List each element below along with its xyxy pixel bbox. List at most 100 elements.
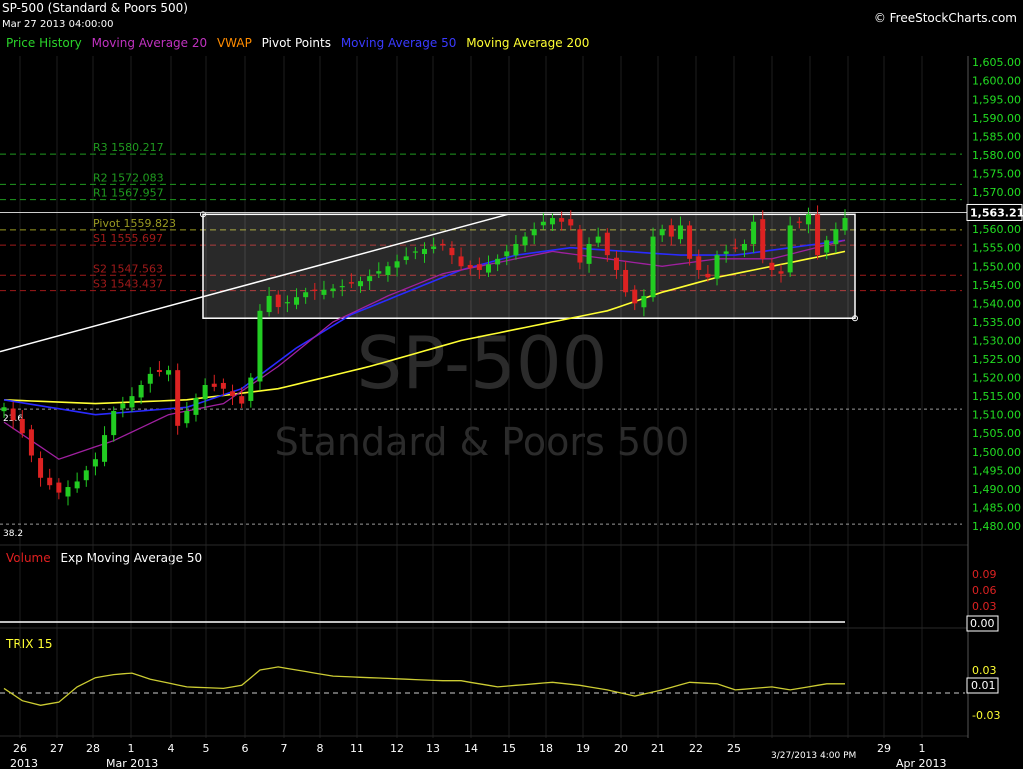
candle: [230, 384, 236, 406]
candle-body: [230, 391, 236, 397]
price-tick: 1,595.00: [972, 93, 1021, 106]
candle: [476, 257, 482, 279]
candle-body: [769, 262, 775, 270]
legend-ma50[interactable]: Moving Average 50: [340, 36, 457, 50]
candle-body: [833, 229, 839, 245]
candle-body: [385, 266, 391, 276]
candle-body: [641, 295, 647, 308]
candle: [56, 478, 62, 500]
candle-body: [330, 288, 336, 292]
price-tick: 1,570.00: [972, 186, 1021, 199]
volume-tick: 0.09: [972, 568, 997, 581]
price-tick: 1,550.00: [972, 260, 1021, 273]
candle-body: [184, 410, 190, 424]
price-tick: 1,510.00: [972, 409, 1021, 422]
candle: [175, 363, 181, 435]
candle: [394, 254, 400, 277]
candle-body: [842, 218, 848, 231]
volume-panel: 0.09 0.06 0.03 0.00: [0, 568, 999, 632]
pivot-label: Pivot 1559.823: [93, 217, 176, 230]
candle-body: [760, 219, 766, 259]
candle: [613, 251, 619, 279]
candle-body: [467, 264, 473, 269]
time-tick: 1: [128, 742, 135, 755]
candle-body: [38, 458, 44, 478]
volume-last-box: [966, 615, 999, 632]
candle: [540, 212, 546, 230]
candle-body: [412, 251, 418, 253]
candle-body: [65, 487, 71, 497]
legend-price-history[interactable]: Price History: [6, 36, 82, 50]
time-tick: 12: [390, 742, 404, 755]
candle-body: [595, 236, 601, 243]
candle-body: [714, 255, 720, 279]
candle-body: [248, 377, 254, 401]
trix-legend[interactable]: TRIX 15: [6, 637, 53, 651]
trix-last-label: 0.01: [971, 679, 996, 692]
candle: [760, 210, 766, 264]
candle: [220, 378, 226, 396]
candle-body: [650, 236, 656, 298]
candle-body: [138, 385, 144, 398]
volume-tick: 0.06: [972, 584, 997, 597]
candle: [129, 387, 135, 412]
volume-tick: 0.03: [972, 600, 997, 613]
candle-body: [741, 244, 747, 251]
candle: [120, 396, 126, 418]
candle: [38, 451, 44, 487]
candle: [696, 249, 702, 279]
candle: [705, 264, 711, 282]
legend-pivot-points[interactable]: Pivot Points: [261, 36, 331, 50]
time-tick: 20: [614, 742, 628, 755]
candle-body: [495, 258, 501, 265]
brand-label[interactable]: © FreeStockCharts.com: [873, 11, 1017, 25]
legend-ma20[interactable]: Moving Average 20: [91, 36, 208, 50]
candle-body: [778, 271, 784, 274]
candle-body: [531, 229, 537, 236]
price-channel: [0, 211, 968, 353]
month-label: Mar 2013: [106, 757, 158, 769]
price-tick: 1,580.00: [972, 149, 1021, 162]
candle-body: [723, 251, 729, 254]
time-tick: 22: [689, 742, 703, 755]
candle: [778, 264, 784, 283]
candle-body: [485, 264, 491, 273]
candle-body: [696, 256, 702, 270]
candle-body: [266, 295, 272, 313]
price-tick: 1,485.00: [972, 501, 1021, 514]
candle: [449, 241, 455, 265]
candle-body: [513, 244, 519, 256]
legend-vwap[interactable]: VWAP: [216, 36, 252, 50]
candle-body: [787, 225, 793, 273]
price-tick: 1,535.00: [972, 316, 1021, 329]
candle-body: [522, 236, 528, 246]
legend-ma200[interactable]: Moving Average 200: [466, 36, 590, 50]
candle-body: [358, 281, 364, 287]
pivot-label: S3 1543.437: [93, 278, 163, 291]
trix-line: [3, 666, 845, 706]
time-tick: 21: [651, 742, 665, 755]
candle: [787, 216, 793, 277]
candle: [92, 452, 98, 476]
trendline: [0, 213, 509, 353]
candle-body: [348, 282, 354, 284]
price-legend: Price History Moving Average 20 VWAP Piv…: [6, 36, 595, 50]
candle-body: [111, 410, 117, 436]
candle-body: [476, 264, 482, 270]
candle: [83, 465, 89, 487]
candle: [248, 373, 254, 408]
time-tick: 8: [317, 742, 324, 755]
channel-handle: [200, 211, 206, 218]
candle: [687, 220, 693, 266]
candle: [677, 216, 683, 244]
candle: [257, 304, 263, 391]
candle: [668, 218, 674, 246]
candle-body: [19, 418, 25, 434]
candle-body: [540, 221, 546, 226]
candle: [202, 378, 208, 409]
legend-volume[interactable]: Volume: [6, 551, 51, 565]
trix-tick: -0.03: [972, 709, 1000, 722]
candle-body: [403, 256, 409, 261]
time-tick: 25: [727, 742, 741, 755]
